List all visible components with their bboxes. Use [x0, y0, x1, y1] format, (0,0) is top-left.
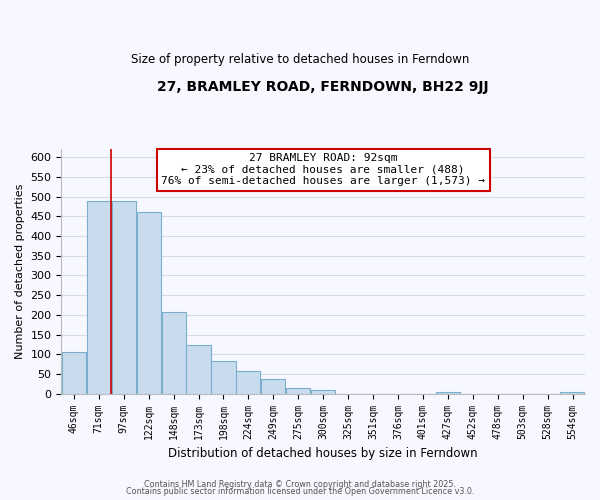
Bar — [211, 362, 236, 394]
Bar — [87, 200, 111, 394]
Bar — [187, 345, 211, 394]
Title: 27, BRAMLEY ROAD, FERNDOWN, BH22 9JJ: 27, BRAMLEY ROAD, FERNDOWN, BH22 9JJ — [157, 80, 489, 94]
Text: Contains public sector information licensed under the Open Government Licence v3: Contains public sector information licen… — [126, 488, 474, 496]
Bar — [311, 390, 335, 394]
Bar — [137, 212, 161, 394]
Bar — [112, 200, 136, 394]
Y-axis label: Number of detached properties: Number of detached properties — [15, 184, 25, 359]
Bar — [286, 388, 310, 394]
Bar — [436, 392, 460, 394]
Bar — [236, 371, 260, 394]
Bar — [261, 379, 286, 394]
Text: Contains HM Land Registry data © Crown copyright and database right 2025.: Contains HM Land Registry data © Crown c… — [144, 480, 456, 489]
X-axis label: Distribution of detached houses by size in Ferndown: Distribution of detached houses by size … — [169, 447, 478, 460]
Text: Size of property relative to detached houses in Ferndown: Size of property relative to detached ho… — [131, 52, 469, 66]
Text: 27 BRAMLEY ROAD: 92sqm
← 23% of detached houses are smaller (488)
76% of semi-de: 27 BRAMLEY ROAD: 92sqm ← 23% of detached… — [161, 153, 485, 186]
Bar — [560, 392, 584, 394]
Bar — [161, 312, 185, 394]
Bar — [62, 352, 86, 394]
